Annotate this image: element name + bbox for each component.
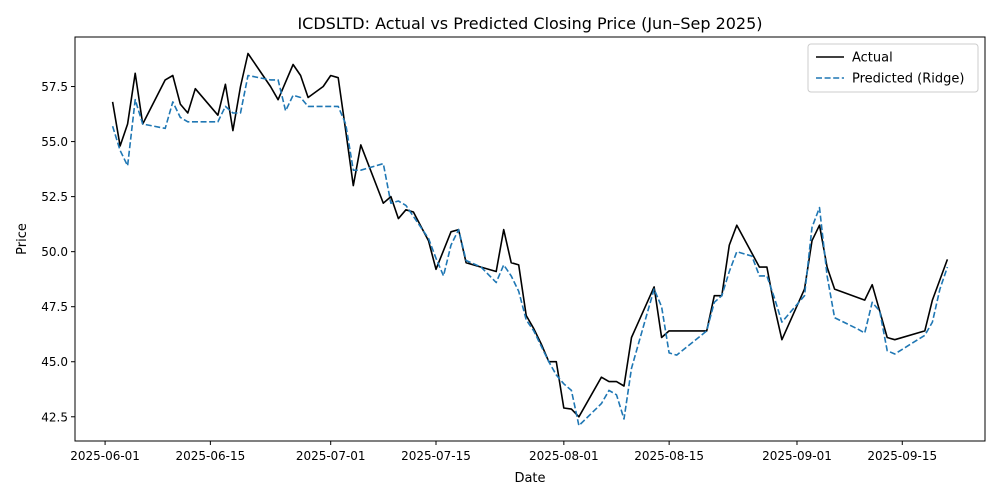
x-tick-label: 2025-06-15 [175,449,245,463]
y-axis-label: Price [15,223,30,255]
legend: Actual Predicted (Ridge) [807,43,979,93]
x-tick-label: 2025-09-01 [762,449,832,463]
plot-frame [74,36,986,442]
legend-actual-label: Actual [852,51,893,66]
legend-predicted-label: Predicted (Ridge) [852,72,964,87]
x-tick-label: 2025-08-01 [529,449,599,463]
x-tick-label: 2025-06-01 [70,449,140,463]
x-tick-label: 2025-08-15 [634,449,704,463]
x-tick-label: 2025-07-01 [296,449,366,463]
x-axis-label: Date [514,471,545,486]
series-line-predicted [111,74,949,427]
x-tick-label: 2025-07-15 [401,449,471,463]
y-tick-label: 52.5 [41,190,68,204]
y-tick-label: 47.5 [41,300,68,314]
y-tick-label: 57.5 [41,80,68,94]
x-axis: 2025-06-01 2025-06-15 2025-07-01 2025-07-15… [70,441,937,463]
chart-title: ICDSLTD: Actual vs Predicted Closing Pri… [297,14,762,33]
x-tick-label: 2025-09-15 [867,449,937,463]
y-tick-label: 55.0 [41,135,68,149]
plot-area [111,52,949,427]
y-tick-label: 50.0 [41,245,68,259]
y-tick-label: 42.5 [41,410,68,424]
y-tick-label: 45.0 [41,355,68,369]
y-axis: 42.5 45.0 47.5 50.0 52.5 55.0 57.5 [41,80,75,424]
legend-box [807,43,979,93]
